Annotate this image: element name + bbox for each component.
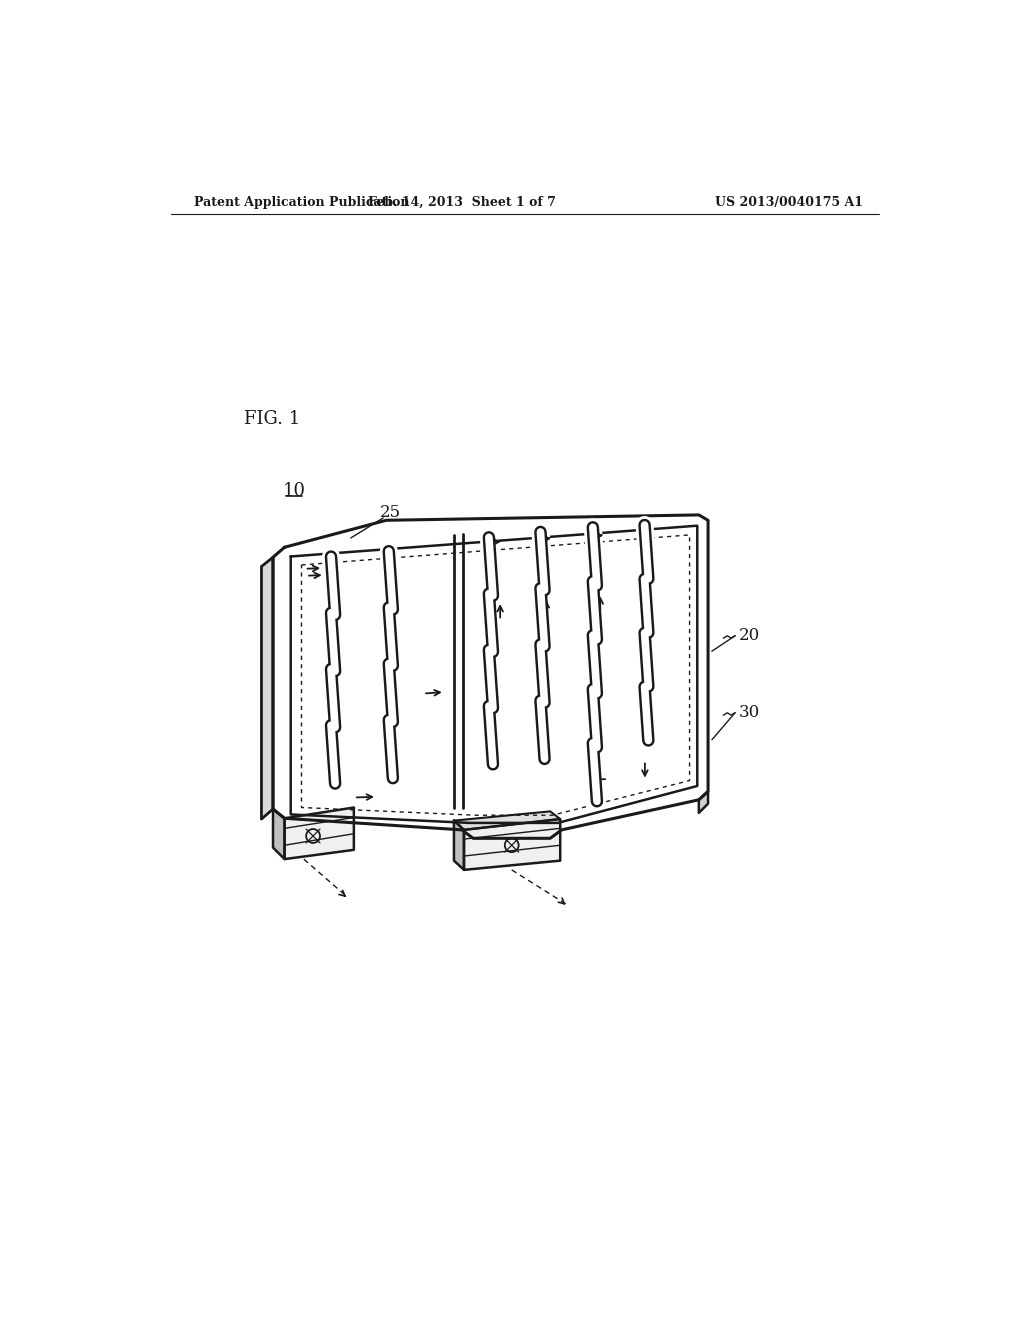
Text: FIG. 1: FIG. 1 <box>244 409 300 428</box>
Text: Patent Application Publication: Patent Application Publication <box>195 195 410 209</box>
Polygon shape <box>273 515 708 838</box>
Text: 25: 25 <box>380 504 400 521</box>
Text: 20: 20 <box>739 627 760 644</box>
Text: US 2013/0040175 A1: US 2013/0040175 A1 <box>715 195 863 209</box>
Polygon shape <box>698 792 708 813</box>
Polygon shape <box>285 808 354 859</box>
Text: 30: 30 <box>739 705 760 721</box>
Polygon shape <box>464 818 560 870</box>
Polygon shape <box>273 809 285 859</box>
Text: 10: 10 <box>283 482 305 500</box>
Polygon shape <box>454 821 464 870</box>
Polygon shape <box>261 557 273 818</box>
Polygon shape <box>454 812 560 830</box>
Text: Feb. 14, 2013  Sheet 1 of 7: Feb. 14, 2013 Sheet 1 of 7 <box>368 195 556 209</box>
